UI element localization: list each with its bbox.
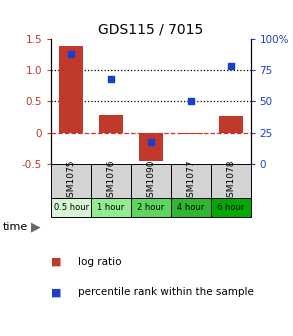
Bar xyxy=(51,198,91,217)
Text: 4 hour: 4 hour xyxy=(177,203,205,212)
Text: ▶: ▶ xyxy=(31,220,40,233)
Bar xyxy=(171,164,211,198)
Bar xyxy=(139,133,163,161)
Text: log ratio: log ratio xyxy=(78,257,121,267)
Point xyxy=(109,76,113,82)
Bar xyxy=(179,133,203,134)
Bar xyxy=(99,115,123,133)
Text: GSM1090: GSM1090 xyxy=(146,159,155,203)
Bar xyxy=(91,198,131,217)
Point xyxy=(149,139,153,144)
Point xyxy=(69,51,74,56)
Text: ■: ■ xyxy=(51,287,62,297)
Text: ■: ■ xyxy=(51,257,62,267)
Bar xyxy=(211,198,251,217)
Bar xyxy=(219,116,243,133)
Text: 1 hour: 1 hour xyxy=(97,203,125,212)
Text: GSM1077: GSM1077 xyxy=(186,159,195,203)
Bar xyxy=(91,164,131,198)
Bar xyxy=(131,198,171,217)
Text: time: time xyxy=(3,222,28,232)
Text: 6 hour: 6 hour xyxy=(217,203,244,212)
Bar xyxy=(59,46,83,133)
Title: GDS115 / 7015: GDS115 / 7015 xyxy=(98,22,204,36)
Text: 2 hour: 2 hour xyxy=(137,203,165,212)
Text: GSM1078: GSM1078 xyxy=(226,159,235,203)
Bar xyxy=(131,164,171,198)
Bar xyxy=(211,164,251,198)
Point xyxy=(228,64,233,69)
Bar xyxy=(51,164,91,198)
Text: GSM1076: GSM1076 xyxy=(107,159,115,203)
Point xyxy=(188,99,193,104)
Bar xyxy=(171,198,211,217)
Text: GSM1075: GSM1075 xyxy=(67,159,76,203)
Text: 0.5 hour: 0.5 hour xyxy=(54,203,89,212)
Text: percentile rank within the sample: percentile rank within the sample xyxy=(78,287,253,297)
